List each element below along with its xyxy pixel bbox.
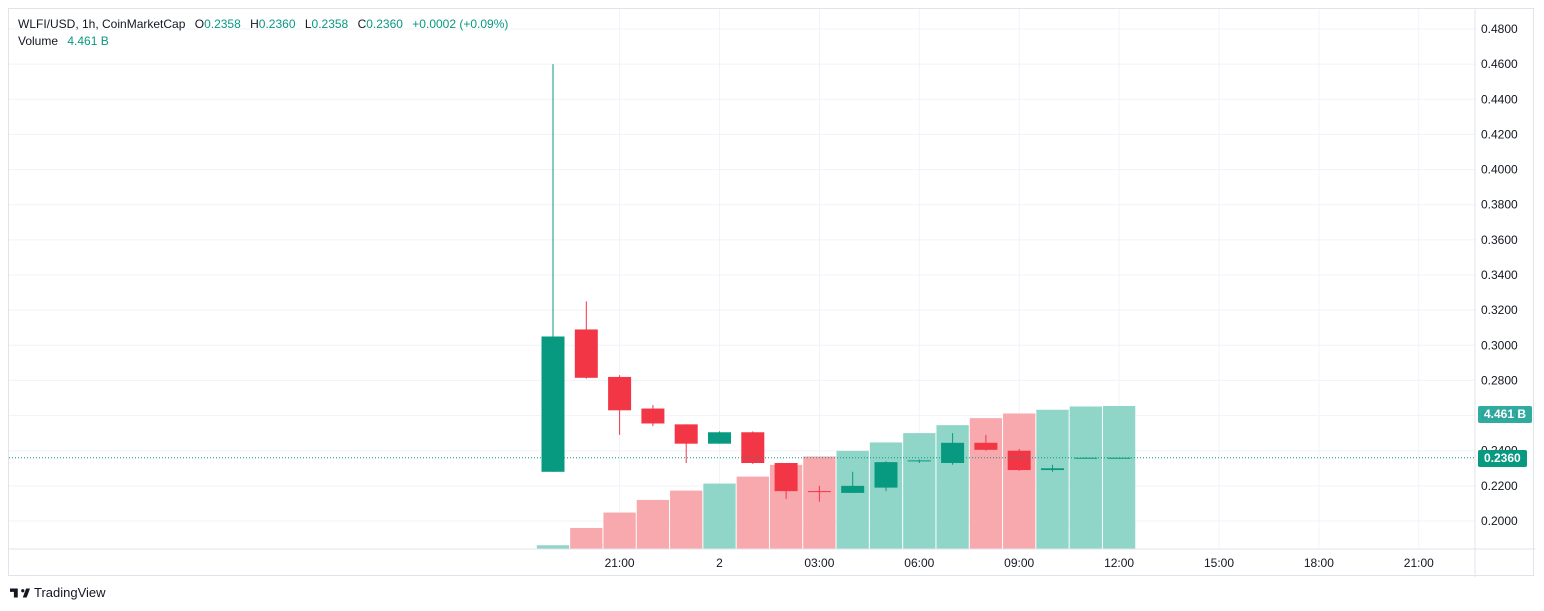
candle-body: [641, 408, 665, 424]
volume-bar: [803, 456, 836, 549]
candle-body: [841, 485, 865, 493]
volume-bar: [636, 499, 670, 549]
candle-body: [874, 462, 898, 488]
legend-symbol: WLFI/USD, 1h, CoinMarketCap: [18, 17, 186, 31]
time-axis-label: 03:00: [804, 556, 834, 570]
legend-close-value: 0.2360: [366, 17, 403, 31]
candle-body: [541, 336, 565, 472]
volume-bar: [1069, 406, 1102, 549]
tradingview-brand-text: TradingView: [34, 585, 106, 600]
legend-volume-value: 4.461 B: [67, 34, 109, 48]
candle-body: [974, 442, 998, 450]
price-axis-label: 0.4800: [1481, 22, 1518, 36]
price-axis: 0.20000.22000.24000.26000.28000.30000.32…: [1474, 9, 1518, 577]
time-axis-label: 06:00: [904, 556, 934, 570]
chart-frame[interactable]: 0.20000.22000.24000.26000.28000.30000.32…: [8, 8, 1535, 577]
volume-bar: [1102, 406, 1136, 549]
price-axis-label: 0.4400: [1481, 92, 1518, 106]
price-axis-label: 0.4000: [1481, 163, 1518, 177]
tradingview-logo-icon: [10, 588, 30, 597]
volume-bar: [903, 433, 936, 549]
price-axis-label: 0.2200: [1481, 479, 1518, 493]
time-axis-label: 2: [716, 556, 723, 570]
price-axis-label: 0.3400: [1481, 268, 1518, 282]
volume-value-tag: 4.461 B: [1478, 406, 1533, 423]
time-axis-label: 21:00: [1404, 556, 1434, 570]
legend-ohlc-row: WLFI/USD, 1h, CoinMarketCap O0.2358 H0.2…: [18, 16, 508, 33]
legend-close-label: C: [357, 17, 367, 31]
price-axis-label: 0.3800: [1481, 198, 1518, 212]
candle-body: [941, 442, 965, 464]
volume-bar: [603, 512, 636, 549]
volume-bar: [1036, 409, 1069, 549]
volume-bar: [570, 527, 603, 549]
time-axis: 21:00 2 03:00 06:00 09:00 12:00 15:00 18:00 21:0…: [9, 548, 1535, 570]
legend-high-value: 0.2360: [258, 17, 296, 31]
tradingview-attribution[interactable]: TradingView: [10, 585, 106, 600]
time-axis-label: 15:00: [1204, 556, 1234, 570]
candle-body: [774, 463, 798, 492]
candles: [541, 64, 1131, 502]
legend-open-value: 0.2358: [204, 17, 241, 31]
volume-bars: [536, 406, 1136, 549]
grid-lines: [9, 9, 1475, 549]
candle-body: [708, 432, 731, 444]
legend-low-label: L: [304, 17, 312, 31]
candle-body: [807, 491, 831, 493]
legend-high-label: H: [250, 17, 259, 31]
volume-bar: [703, 483, 736, 549]
time-axis-label: 21:00: [605, 556, 635, 570]
volume-bar: [670, 490, 703, 549]
time-axis-label: 12:00: [1104, 556, 1134, 570]
price-axis-label: 0.3600: [1481, 233, 1518, 247]
candle-body: [1007, 450, 1031, 471]
price-axis-label: 0.3200: [1481, 303, 1518, 317]
candle-body: [608, 376, 632, 411]
legend-volume-label: Volume: [18, 34, 59, 48]
price-axis-label: 0.2000: [1481, 514, 1518, 528]
chart-legend: WLFI/USD, 1h, CoinMarketCap O0.2358 H0.2…: [18, 16, 508, 50]
volume-bar: [736, 476, 769, 549]
volume-bar: [1003, 413, 1036, 549]
legend-low-value: 0.2358: [311, 17, 349, 31]
chart-canvas[interactable]: 0.20000.22000.24000.26000.28000.30000.32…: [9, 9, 1535, 577]
candle-body: [741, 432, 765, 464]
volume-bar: [536, 545, 570, 549]
candle-body: [907, 460, 931, 462]
candle-body: [1041, 468, 1064, 471]
time-axis-label: 09:00: [1004, 556, 1034, 570]
price-axis-label: 0.2800: [1481, 373, 1518, 387]
volume-bar: [869, 442, 903, 549]
candle-body: [574, 329, 598, 378]
legend-volume-row: Volume 4.461 B: [18, 33, 508, 50]
time-axis-label: 18:00: [1304, 556, 1334, 570]
candle-body: [674, 424, 698, 444]
current-price-tag: 0.2360: [1478, 450, 1527, 467]
candle-body: [1074, 457, 1098, 459]
volume-bar: [836, 450, 869, 549]
legend-open-label: O: [194, 17, 205, 31]
price-axis-label: 0.4200: [1481, 127, 1518, 141]
legend-change-value: +0.0002 (+0.09%): [412, 17, 509, 31]
price-axis-label: 0.4600: [1481, 57, 1518, 71]
price-axis-label: 0.3000: [1481, 338, 1518, 352]
